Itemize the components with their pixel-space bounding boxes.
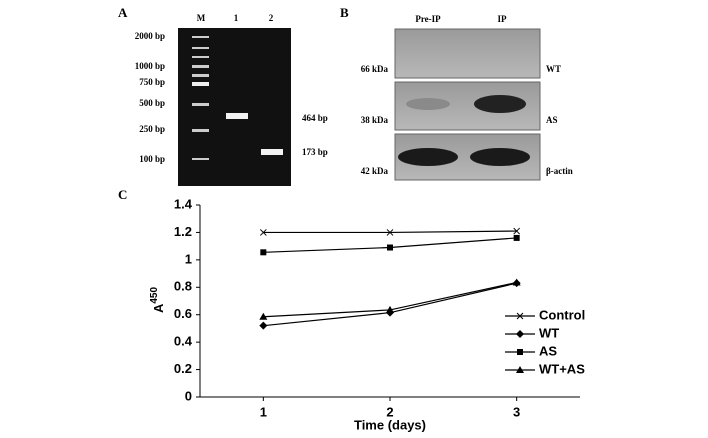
panel-label: C [118, 187, 127, 202]
size-label: 42 kDa [361, 166, 389, 176]
size-label: 38 kDa [361, 115, 389, 125]
legend-label: Control [539, 307, 585, 322]
y-tick-label: 1.2 [174, 224, 192, 239]
marker [512, 278, 521, 286]
marker [516, 366, 524, 373]
x-axis-title: Time (days) [354, 417, 426, 432]
y-axis-title-main: A [151, 303, 166, 313]
marker [259, 321, 268, 330]
target-label: WT [546, 64, 561, 74]
marker [259, 312, 268, 320]
lane-label: Pre-IP [415, 14, 441, 24]
marker [260, 249, 267, 256]
legend-label: WT [539, 325, 559, 340]
gel [178, 28, 291, 186]
ladder-label: 2000 bp [135, 31, 165, 41]
target-label: β-actin [546, 166, 573, 176]
blot-band [470, 148, 530, 166]
x-tick-label: 1 [260, 404, 267, 419]
band-label: 464 bp [302, 113, 328, 123]
ladder-label: 250 bp [139, 124, 165, 134]
ladder-label: 100 bp [139, 154, 165, 164]
y-tick-label: 1 [185, 251, 192, 266]
y-tick-label: 0 [185, 388, 192, 403]
blot-band [398, 148, 458, 166]
y-axis-title: A450 [149, 287, 167, 314]
ladder-label: 750 bp [139, 77, 165, 87]
x-tick-label: 2 [386, 404, 393, 419]
blot [394, 28, 541, 79]
legend-label: AS [539, 343, 557, 358]
gel-band [261, 149, 283, 155]
marker [386, 229, 394, 236]
marker [516, 330, 524, 338]
target-label: AS [546, 115, 558, 125]
gel-band [226, 113, 248, 119]
marker [516, 312, 524, 320]
size-label: 66 kDa [361, 64, 389, 74]
lane-label: 1 [234, 13, 239, 23]
lane-label: IP [498, 14, 508, 24]
marker [387, 244, 393, 251]
blot-band [474, 95, 526, 113]
y-axis-title-sup: 450 [149, 287, 160, 304]
y-tick-label: 0.4 [174, 334, 193, 349]
panel-label: B [340, 5, 349, 20]
lane-label: M [197, 13, 206, 23]
y-tick-label: 0.6 [174, 306, 192, 321]
y-tick-label: 1.4 [174, 196, 193, 211]
legend-label: WT+AS [539, 361, 585, 376]
ladder-label: 500 bp [139, 98, 165, 108]
marker [386, 305, 394, 313]
y-tick-label: 0.8 [174, 279, 192, 294]
blot-band [406, 98, 450, 110]
panel-label: A [118, 5, 128, 20]
marker [517, 349, 523, 355]
marker [513, 227, 521, 235]
lane-label: 2 [269, 13, 274, 23]
band-label: 173 bp [302, 147, 328, 157]
series-line [263, 282, 517, 327]
marker [513, 234, 520, 241]
x-tick-label: 3 [513, 404, 520, 419]
ladder-bands [192, 36, 209, 160]
y-tick-label: 0.2 [174, 361, 192, 376]
marker [259, 229, 267, 236]
ladder-label: 1000 bp [135, 61, 165, 71]
